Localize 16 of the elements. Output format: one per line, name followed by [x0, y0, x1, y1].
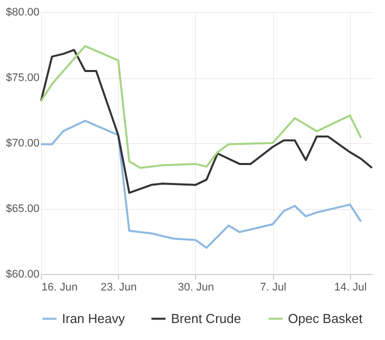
line-series	[40, 45, 362, 169]
legend-label: Brent Crude	[171, 310, 242, 326]
line-series	[40, 120, 362, 249]
y-tick-label: $75.00	[6, 72, 40, 84]
x-tick-label: 23. Jun	[100, 282, 137, 294]
y-tick-label: $60.00	[6, 268, 40, 280]
x-tick-label: 16. Jun	[42, 282, 78, 294]
legend-label: Iran Heavy	[62, 310, 126, 326]
line-series	[40, 48, 373, 194]
y-tick-label: $80.00	[6, 6, 40, 18]
legend-label: Opec Basket	[288, 310, 363, 326]
x-tick-label: 30. Jun	[178, 282, 214, 294]
y-tick-label: $70.00	[6, 138, 40, 150]
x-tick-label: 14. Jul	[334, 282, 367, 294]
y-tick-label: $65.00	[6, 203, 40, 215]
x-tick-label: 7. Jul	[260, 282, 286, 294]
